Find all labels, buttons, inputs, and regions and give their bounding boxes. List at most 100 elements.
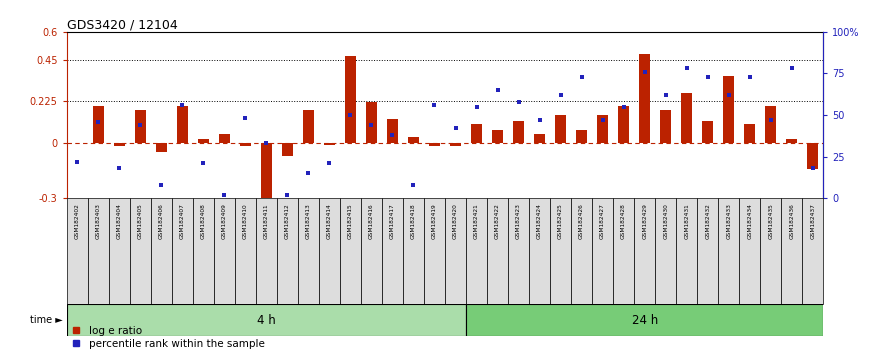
Point [512,99,526,104]
Bar [214,198,235,304]
Point [280,192,295,198]
Point [554,92,568,98]
Text: GSM182407: GSM182407 [180,204,185,239]
Bar [466,304,823,336]
Point [217,192,231,198]
Bar [592,198,613,304]
Text: GSM182405: GSM182405 [138,204,142,239]
Bar [177,106,188,143]
Bar [366,102,376,143]
Bar [508,198,529,304]
Bar [93,106,103,143]
Bar [639,54,650,143]
Bar [472,124,481,143]
Text: GSM182413: GSM182413 [306,204,311,239]
Point [764,117,778,123]
Text: GSM182435: GSM182435 [768,204,773,239]
Bar [487,198,508,304]
Text: GSM182409: GSM182409 [222,204,227,239]
Bar [718,198,740,304]
Point [322,160,336,166]
Point [134,122,148,128]
Bar [240,143,251,147]
Bar [697,198,718,304]
Bar [450,143,461,147]
Text: GSM182423: GSM182423 [516,204,521,239]
Point [680,65,694,71]
Text: GSM182433: GSM182433 [726,204,732,239]
Text: GSM182411: GSM182411 [263,204,269,239]
Text: GSM182436: GSM182436 [789,204,794,239]
Bar [324,143,335,145]
Bar [403,198,424,304]
Text: GSM182426: GSM182426 [579,204,584,239]
Bar [619,106,629,143]
Bar [597,115,608,143]
Bar [514,121,524,143]
Bar [319,198,340,304]
Bar [744,124,755,143]
Text: GSM182429: GSM182429 [642,204,647,239]
Bar [529,198,550,304]
Text: GSM182418: GSM182418 [411,204,416,239]
Point [196,160,210,166]
Point [344,112,358,118]
Bar [534,133,545,143]
Bar [277,198,298,304]
Bar [787,139,797,143]
Bar [303,109,313,143]
Bar [193,198,214,304]
Bar [88,198,109,304]
Point [112,165,126,171]
Point [742,74,756,80]
Bar [298,198,319,304]
Point [302,171,316,176]
Point [532,117,546,123]
Point [595,117,610,123]
Text: GSM182432: GSM182432 [705,204,710,239]
Point [175,102,190,108]
Point [385,132,400,138]
Bar [760,198,781,304]
Point [617,104,631,110]
Point [805,165,820,171]
Bar [409,137,418,143]
Text: GSM182406: GSM182406 [158,204,164,239]
Bar [740,198,760,304]
Point [427,102,441,108]
Bar [256,198,277,304]
Bar [634,198,655,304]
Text: GSM182402: GSM182402 [75,204,80,239]
Text: GSM182419: GSM182419 [432,204,437,239]
Text: GSM182415: GSM182415 [348,204,353,239]
Point [154,182,168,188]
Text: GSM182422: GSM182422 [495,204,500,239]
Text: GSM182434: GSM182434 [748,204,752,239]
Point [785,65,799,71]
Bar [67,304,466,336]
Text: GSM182408: GSM182408 [201,204,206,239]
Bar [702,121,713,143]
Bar [577,130,587,143]
Bar [235,198,256,304]
Text: GSM182410: GSM182410 [243,204,248,239]
Bar [130,198,150,304]
Text: GSM182414: GSM182414 [327,204,332,239]
Point [407,182,421,188]
Bar [172,198,193,304]
Bar [150,198,172,304]
Bar [135,109,146,143]
Bar [445,198,466,304]
Point [700,74,715,80]
Text: GSM182437: GSM182437 [810,204,815,239]
Point [574,74,588,80]
Text: GSM182417: GSM182417 [390,204,395,239]
Text: GSM182421: GSM182421 [474,204,479,239]
Bar [655,198,676,304]
Bar [807,143,818,169]
Bar [613,198,634,304]
Bar [361,198,382,304]
Bar [682,93,692,143]
Point [364,122,378,128]
Point [490,87,505,93]
